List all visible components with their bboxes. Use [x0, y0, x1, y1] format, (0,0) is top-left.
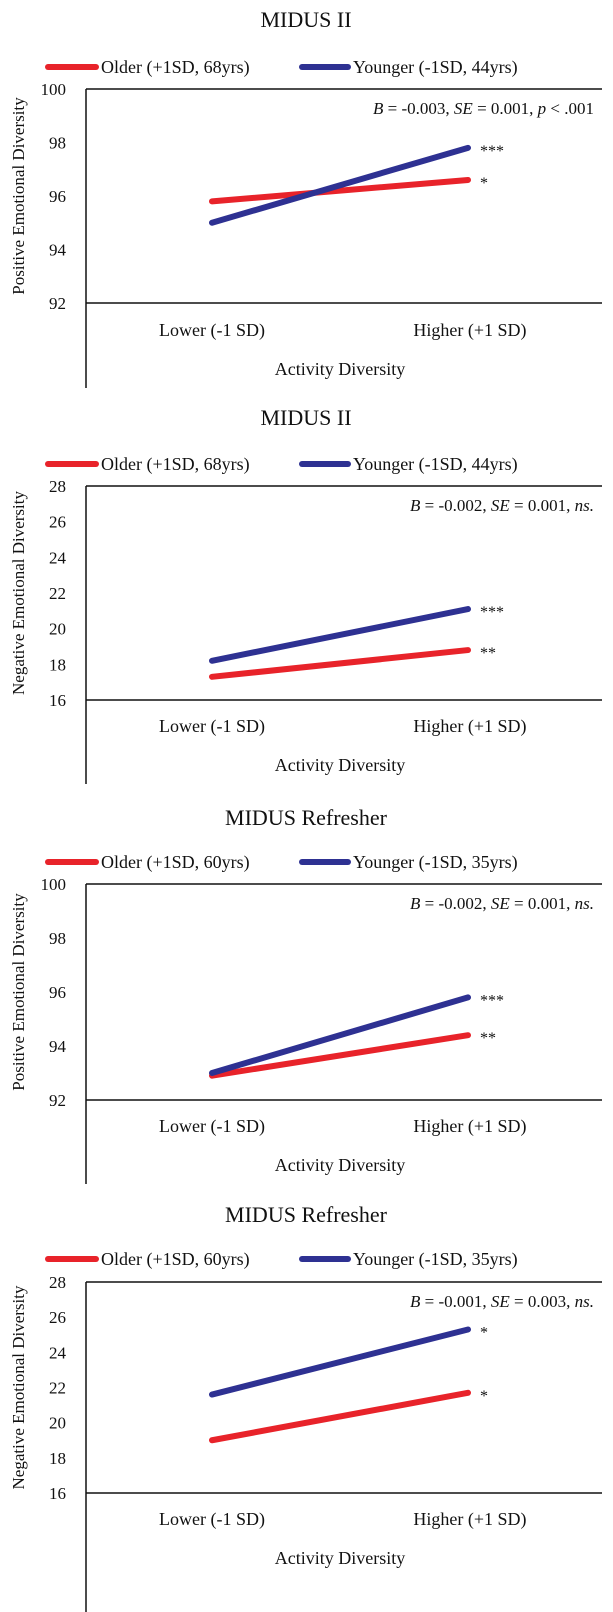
- series-line: [209, 994, 471, 1076]
- x-axis-label: Activity Diversity: [275, 359, 405, 379]
- y-tick-label: 26: [49, 513, 66, 532]
- y-tick-label: 20: [49, 620, 66, 639]
- series-line: [209, 647, 471, 680]
- significance-marker: ***: [480, 992, 504, 1009]
- y-tick-label: 16: [49, 1484, 66, 1503]
- y-tick-label: 92: [49, 1091, 66, 1110]
- legend: Older (+1SD, 68yrs) Younger (-1SD, 44yrs): [45, 454, 518, 475]
- significance-marker: **: [480, 1030, 496, 1047]
- legend-entry: Younger (-1SD, 35yrs): [353, 852, 518, 873]
- y-tick-label: 98: [49, 134, 66, 153]
- legend-entry: Younger (-1SD, 44yrs): [353, 454, 518, 475]
- y-tick-label: 22: [49, 584, 66, 603]
- legend-entry: Older (+1SD, 60yrs): [101, 1249, 250, 1270]
- significance-marker: **: [480, 645, 496, 662]
- series-line: [209, 606, 471, 664]
- y-axis-label: Positive Emotional Diversity: [9, 97, 28, 295]
- chart-title: MIDUS Refresher: [225, 805, 388, 830]
- legend-entry: Older (+1SD, 68yrs): [101, 57, 250, 78]
- y-tick-label: 16: [49, 691, 66, 710]
- legend: Older (+1SD, 68yrs) Younger (-1SD, 44yrs): [45, 57, 518, 78]
- stat-annotation: B = -0.001, SE = 0.003, ns.: [410, 1292, 594, 1311]
- stat-annotation: B = -0.002, SE = 0.001, ns.: [410, 496, 594, 515]
- y-tick-label: 98: [49, 929, 66, 948]
- significance-marker: ***: [480, 143, 504, 160]
- chart-title: MIDUS II: [260, 7, 351, 32]
- y-tick-label: 24: [49, 1343, 67, 1362]
- x-axis-label: Activity Diversity: [275, 1155, 405, 1175]
- legend: Older (+1SD, 60yrs) Younger (-1SD, 35yrs): [45, 1249, 518, 1270]
- x-category-label: Higher (+1 SD): [413, 320, 526, 341]
- series-line: [209, 144, 471, 226]
- y-tick-label: 22: [49, 1379, 66, 1398]
- legend-entry: Older (+1SD, 60yrs): [101, 852, 250, 873]
- significance-marker: *: [480, 1388, 488, 1405]
- chart-panel-2: MIDUS II Older (+1SD, 68yrs) Younger (-1SD…: [9, 405, 602, 784]
- x-axis-label: Activity Diversity: [275, 755, 405, 775]
- series-line: [209, 1032, 471, 1079]
- y-tick-label: 96: [49, 187, 66, 206]
- x-category-label: Higher (+1 SD): [413, 1116, 526, 1137]
- chart-panel-1: MIDUS II Older (+1SD, 68yrs) Younger (-1SD…: [9, 7, 602, 388]
- significance-marker: ***: [480, 604, 504, 621]
- y-tick-label: 94: [49, 1037, 67, 1056]
- chart-panel-4: MIDUS Refresher Older (+1SD, 60yrs) Younge…: [9, 1202, 602, 1612]
- x-category-label: Lower (-1 SD): [159, 320, 265, 341]
- chart-title: MIDUS II: [260, 405, 351, 430]
- series-line: [209, 1326, 471, 1398]
- significance-marker: *: [480, 175, 488, 192]
- significance-marker: *: [480, 1324, 488, 1341]
- chart-title: MIDUS Refresher: [225, 1202, 388, 1227]
- x-axis-label: Activity Diversity: [275, 1548, 405, 1568]
- series-line: [209, 1389, 471, 1444]
- y-tick-label: 100: [41, 875, 67, 894]
- x-category-label: Lower (-1 SD): [159, 1116, 265, 1137]
- y-axis-label: Negative Emotional Diversity: [9, 1285, 28, 1489]
- y-tick-label: 18: [49, 1449, 66, 1468]
- y-tick-label: 28: [49, 1273, 66, 1292]
- stat-annotation: B = -0.003, SE = 0.001, p < .001: [373, 99, 594, 118]
- legend-entry: Younger (-1SD, 35yrs): [353, 1249, 518, 1270]
- legend: Older (+1SD, 60yrs) Younger (-1SD, 35yrs): [45, 852, 518, 873]
- x-category-label: Lower (-1 SD): [159, 716, 265, 737]
- y-tick-label: 96: [49, 983, 66, 1002]
- y-tick-label: 18: [49, 655, 66, 674]
- y-tick-label: 100: [41, 80, 67, 99]
- y-tick-label: 24: [49, 548, 67, 567]
- x-category-label: Higher (+1 SD): [413, 716, 526, 737]
- stat-annotation: B = -0.002, SE = 0.001, ns.: [410, 894, 594, 913]
- x-category-label: Lower (-1 SD): [159, 1509, 265, 1530]
- y-tick-label: 94: [49, 241, 67, 260]
- chart-panel-3: MIDUS Refresher Older (+1SD, 60yrs) Younge…: [9, 805, 602, 1184]
- y-tick-label: 26: [49, 1308, 66, 1327]
- legend-entry: Older (+1SD, 68yrs): [101, 454, 250, 475]
- series-line: [209, 176, 471, 205]
- legend-entry: Younger (-1SD, 44yrs): [353, 57, 518, 78]
- y-axis-label: Positive Emotional Diversity: [9, 893, 28, 1091]
- y-tick-label: 28: [49, 477, 66, 496]
- y-axis-label: Negative Emotional Diversity: [9, 491, 28, 695]
- x-category-label: Higher (+1 SD): [413, 1509, 526, 1530]
- y-tick-label: 92: [49, 294, 66, 313]
- y-tick-label: 20: [49, 1414, 66, 1433]
